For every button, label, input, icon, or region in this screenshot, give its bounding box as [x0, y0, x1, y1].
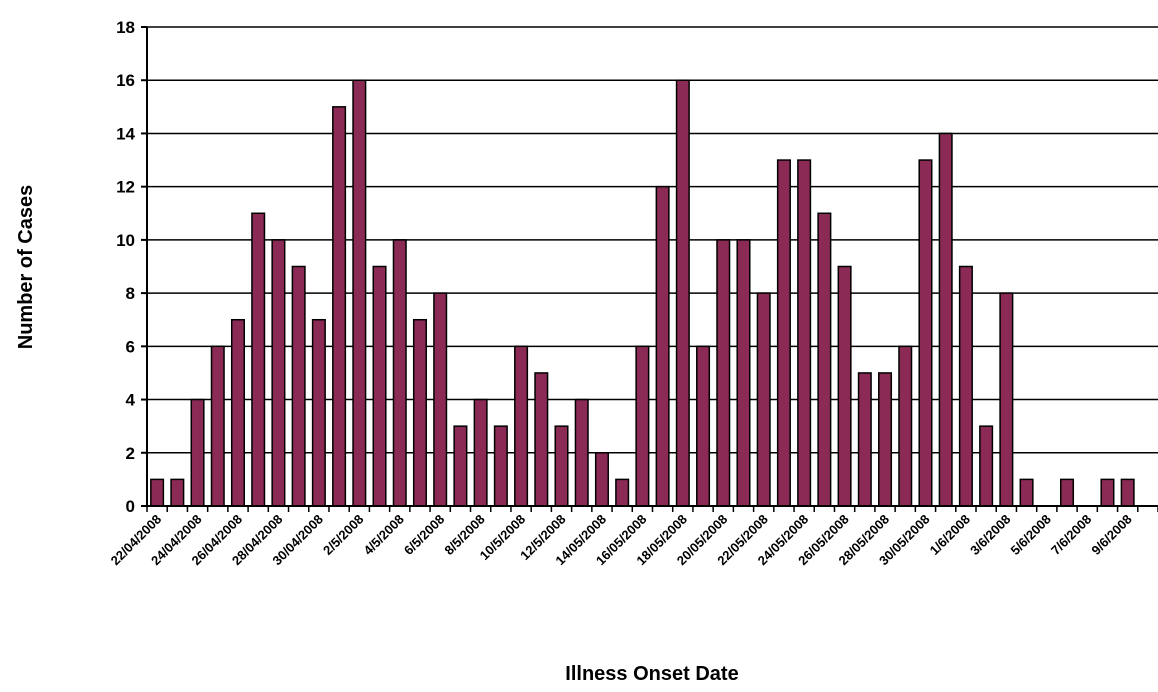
x-axis-title: Illness Onset Date [565, 663, 738, 685]
y-tick-label: 8 [126, 284, 135, 303]
bar [1100, 478, 1115, 507]
bar [170, 478, 185, 507]
y-tick-label: 14 [116, 124, 135, 143]
bar [776, 159, 791, 507]
bar [817, 212, 832, 507]
bar [756, 292, 771, 507]
x-tick-label: 4/5/2008 [360, 512, 406, 558]
y-tick-labels: 0 2 4 6 8 10 12 14 16 18 [116, 18, 147, 516]
bar [291, 265, 306, 507]
bar [1120, 478, 1135, 507]
bar [372, 265, 387, 507]
bar [615, 478, 630, 507]
x-tick-label: 7/6/2008 [1048, 512, 1094, 558]
bar [918, 159, 933, 507]
bar [332, 106, 347, 507]
bar [979, 425, 994, 507]
bar [190, 398, 205, 507]
bar [493, 425, 508, 507]
y-axis-title: Number of Cases [15, 185, 37, 350]
bar [999, 292, 1014, 507]
x-tick-label: 3/6/2008 [967, 512, 1013, 558]
bar [716, 239, 731, 507]
bar [392, 239, 407, 507]
bar [453, 425, 468, 507]
y-tick-label: 12 [116, 178, 135, 197]
bar [473, 398, 488, 507]
y-tick-label: 16 [116, 71, 135, 90]
bar [210, 345, 225, 507]
y-tick-label: 18 [116, 18, 135, 37]
bar [1059, 478, 1075, 507]
y-tick-label: 0 [126, 497, 135, 516]
bar [554, 425, 569, 507]
bar [878, 372, 893, 507]
bar [311, 318, 326, 507]
x-tick-label: 6/5/2008 [401, 512, 447, 558]
bar [594, 452, 609, 507]
bar [230, 318, 246, 507]
bar [797, 159, 812, 507]
bar [412, 318, 427, 507]
bar [938, 132, 953, 507]
x-tick-labels: 22/04/200824/04/200826/04/200828/04/2008… [108, 506, 1158, 568]
bar [635, 345, 650, 507]
bar [534, 372, 549, 507]
x-tick-label: 1/6/2008 [927, 512, 973, 558]
bar [958, 265, 973, 507]
x-tick-label: 2/5/2008 [320, 512, 366, 558]
bar [1019, 478, 1034, 507]
bar [898, 345, 913, 507]
y-tick-label: 2 [126, 444, 135, 463]
x-tick-label: 9/6/2008 [1088, 512, 1134, 558]
y-tick-label: 4 [126, 391, 136, 410]
bar [271, 239, 286, 507]
bar [837, 265, 852, 507]
x-tick-label: 5/6/2008 [1008, 512, 1054, 558]
y-tick-label: 10 [116, 231, 135, 250]
bar [675, 79, 690, 507]
bar [736, 239, 751, 507]
bar [514, 345, 529, 507]
bar [857, 372, 872, 507]
bar [251, 212, 266, 507]
bar [150, 478, 165, 507]
bar [433, 292, 448, 507]
bar [352, 79, 367, 507]
bar [574, 398, 589, 507]
bar [696, 345, 711, 507]
y-tick-label: 6 [126, 337, 135, 356]
bar [655, 185, 670, 507]
